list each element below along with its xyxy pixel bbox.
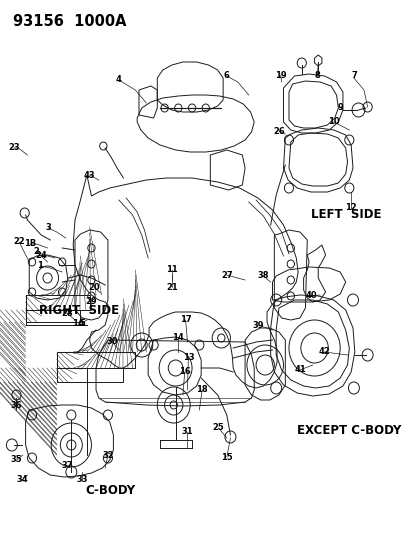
Text: 36: 36: [11, 400, 22, 409]
Bar: [57, 352, 135, 368]
Text: 28: 28: [61, 309, 72, 318]
Text: 1: 1: [37, 262, 43, 271]
Text: 23: 23: [8, 143, 19, 152]
Text: 26: 26: [273, 126, 284, 135]
Text: 16: 16: [178, 367, 190, 376]
Text: 41: 41: [293, 366, 305, 375]
Bar: [57, 368, 123, 382]
Text: 12: 12: [344, 204, 356, 213]
Text: 2: 2: [33, 247, 39, 256]
Text: 30: 30: [107, 337, 118, 346]
Bar: [26, 295, 89, 310]
Text: 17: 17: [179, 316, 191, 325]
Text: 42: 42: [318, 348, 330, 357]
Text: 18: 18: [196, 385, 207, 394]
Text: 25: 25: [212, 424, 224, 432]
Text: 9: 9: [337, 102, 342, 111]
Text: 3: 3: [45, 223, 51, 232]
Text: 15: 15: [221, 453, 232, 462]
Text: 5: 5: [79, 319, 85, 327]
Text: 29: 29: [85, 296, 97, 305]
Text: 35: 35: [11, 456, 22, 464]
Text: 43: 43: [83, 171, 95, 180]
Text: 39: 39: [252, 320, 263, 329]
Text: 1A: 1A: [72, 319, 85, 327]
Text: 40: 40: [304, 292, 316, 301]
Text: 32: 32: [102, 450, 114, 459]
Text: 1B: 1B: [24, 239, 36, 248]
Text: 4: 4: [116, 76, 121, 85]
Text: 13: 13: [182, 352, 194, 361]
Text: 20: 20: [88, 282, 100, 292]
Text: 11: 11: [166, 265, 177, 274]
Text: 7: 7: [350, 71, 356, 80]
Text: 27: 27: [221, 271, 232, 279]
Text: 21: 21: [166, 282, 177, 292]
Text: 31: 31: [181, 427, 193, 437]
Text: 10: 10: [327, 117, 339, 126]
Text: 19: 19: [274, 70, 286, 79]
Text: 93156  1000A: 93156 1000A: [13, 14, 126, 29]
Text: C-BODY: C-BODY: [85, 483, 135, 497]
Text: 14: 14: [172, 334, 184, 343]
Text: 37: 37: [61, 462, 72, 471]
Text: LEFT  SIDE: LEFT SIDE: [310, 208, 380, 222]
Text: 24: 24: [35, 252, 47, 261]
Text: 8: 8: [314, 71, 319, 80]
Text: RIGHT  SIDE: RIGHT SIDE: [39, 303, 119, 317]
Bar: [26, 310, 80, 322]
Text: 33: 33: [76, 475, 88, 484]
Text: 6: 6: [223, 71, 229, 80]
Text: EXCEPT C-BODY: EXCEPT C-BODY: [297, 424, 401, 437]
Text: 22: 22: [13, 238, 25, 246]
Text: 34: 34: [16, 475, 28, 484]
Text: 38: 38: [257, 271, 268, 280]
